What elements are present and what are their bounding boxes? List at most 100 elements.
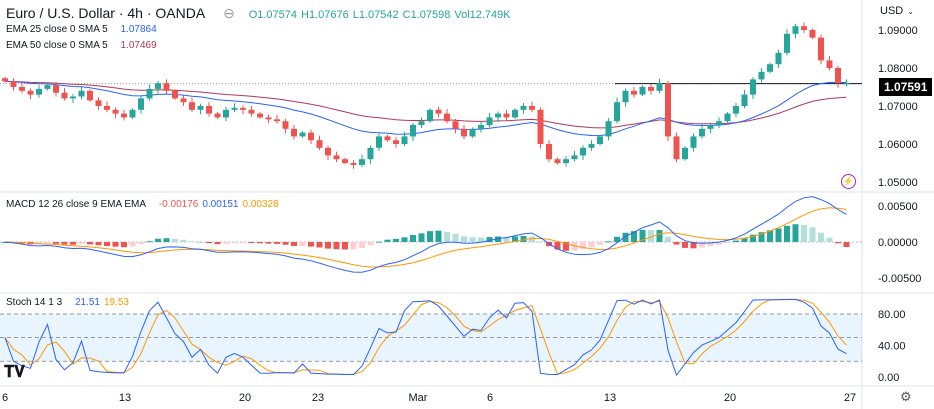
collapse-icon[interactable]: ⊖ xyxy=(223,5,235,21)
macd-histogram-bar xyxy=(95,242,102,246)
price-tick: 1.06000 xyxy=(878,139,918,151)
stoch-legend[interactable]: Stoch 14 1 3 21.51 19.53 xyxy=(6,297,133,308)
candle-body xyxy=(809,30,816,38)
candle-body xyxy=(214,113,221,118)
macd-histogram-bar xyxy=(809,227,816,242)
macd-histogram-bar xyxy=(792,224,799,242)
candle-body xyxy=(248,109,255,114)
macd-histogram-bar xyxy=(87,242,93,245)
low-label: L xyxy=(352,9,359,21)
close-value: 1.07598 xyxy=(410,9,451,21)
macd-histogram-bar xyxy=(452,233,459,242)
macd-histogram-bar xyxy=(631,231,637,242)
time-tick: 20 xyxy=(239,392,251,404)
macd-histogram-bar xyxy=(240,242,246,243)
candle-body xyxy=(554,159,561,163)
macd-histogram-bar xyxy=(733,240,739,242)
candle-body xyxy=(2,78,8,82)
vol-label: Vol xyxy=(454,9,470,21)
candle-body xyxy=(87,90,93,101)
candle-body xyxy=(146,88,153,99)
time-tick: 20 xyxy=(724,392,736,404)
candle-body xyxy=(546,144,552,160)
ema50-label: EMA 50 close 0 SMA 5 xyxy=(6,40,108,51)
candle-body xyxy=(53,85,59,93)
ema50-legend[interactable]: EMA 50 close 0 SMA 5 1.07469 xyxy=(6,40,161,51)
candle-body xyxy=(308,132,314,141)
macd-histogram-bar xyxy=(299,242,306,246)
stoch-d-line xyxy=(4,298,847,375)
macd-histogram-bar xyxy=(614,236,620,242)
time-tick: 27 xyxy=(844,392,856,404)
macd-histogram-bar xyxy=(486,237,493,242)
candle-body xyxy=(563,159,569,163)
macd-histogram-bar xyxy=(189,241,195,243)
lightning-icon[interactable]: ⚡ xyxy=(841,174,856,189)
candle-body xyxy=(750,79,756,95)
chevron-down-icon: ⌄ xyxy=(907,7,914,16)
candle-body xyxy=(444,113,450,122)
candle-body xyxy=(282,121,289,129)
candle-body xyxy=(112,109,119,114)
macd-histogram-bar xyxy=(478,237,484,242)
macd-histogram-bar xyxy=(223,242,229,244)
macd-histogram-bar xyxy=(316,242,323,248)
macd-histogram-bar xyxy=(741,237,748,242)
macd-histogram-bar xyxy=(410,235,416,242)
candle-body xyxy=(265,117,272,120)
vol-value: 12.749K xyxy=(469,9,511,21)
candle-body xyxy=(223,109,229,118)
macd-histogram-bar xyxy=(231,242,238,244)
candle-body xyxy=(274,119,280,122)
macd-histogram-bar xyxy=(580,242,586,250)
candle-body xyxy=(843,83,850,85)
macd-histogram-bar xyxy=(758,232,765,242)
macd-histogram-bar xyxy=(750,234,756,242)
candle-body xyxy=(707,125,714,129)
macd-line xyxy=(4,196,847,273)
candle-body xyxy=(469,128,476,137)
candle-body xyxy=(835,68,841,84)
candle-body xyxy=(61,92,68,99)
candle-body xyxy=(452,121,459,129)
ema50-value: 1.07469 xyxy=(120,40,157,51)
candle-body xyxy=(486,117,493,125)
current-price-label: 1.07591 xyxy=(879,78,933,96)
macd-histogram-bar xyxy=(767,230,773,242)
macd-legend[interactable]: MACD 12 26 close 9 EMA EMA -0.00176 0.001… xyxy=(6,199,283,210)
candle-body xyxy=(529,106,535,110)
currency-dropdown[interactable]: USD ⌄ xyxy=(880,5,918,17)
macd-histogram-bar xyxy=(282,242,289,245)
macd-histogram-bar xyxy=(707,242,714,247)
ema50-line xyxy=(4,80,847,129)
ema25-legend[interactable]: EMA 25 close 0 SMA 5 1.07864 xyxy=(6,24,161,35)
settings-gear-icon[interactable]: ⚙ xyxy=(900,389,912,404)
macd-hist-value: -0.00176 xyxy=(158,199,199,210)
candle-body xyxy=(138,98,144,110)
open-label: O xyxy=(248,9,258,21)
macd-tick: 0.00000 xyxy=(878,237,918,249)
candle-body xyxy=(121,113,127,118)
macd-histogram-bar xyxy=(418,233,425,242)
macd-histogram-bar xyxy=(401,237,408,242)
macd-value: 0.00151 xyxy=(202,199,239,210)
macd-histogram-bar xyxy=(257,242,263,244)
price-tick: 1.05000 xyxy=(878,177,918,189)
macd-histogram-bar xyxy=(444,231,450,242)
candle-body xyxy=(44,85,51,89)
macd-histogram-bar xyxy=(843,242,850,248)
candle-body xyxy=(384,136,391,141)
candle-body xyxy=(775,52,782,65)
candle-body xyxy=(826,60,833,68)
symbol-title[interactable]: Euro / U.S. Dollar · 4h · OANDA xyxy=(6,5,206,21)
macd-histogram-bar xyxy=(308,242,314,247)
macd-histogram-bar xyxy=(529,236,535,242)
candle-body xyxy=(240,107,246,110)
candle-body xyxy=(537,109,544,144)
candle-body xyxy=(350,163,357,165)
time-tick: 13 xyxy=(604,392,616,404)
price-tick: 1.09000 xyxy=(878,25,918,37)
macd-histogram-bar xyxy=(461,236,467,242)
